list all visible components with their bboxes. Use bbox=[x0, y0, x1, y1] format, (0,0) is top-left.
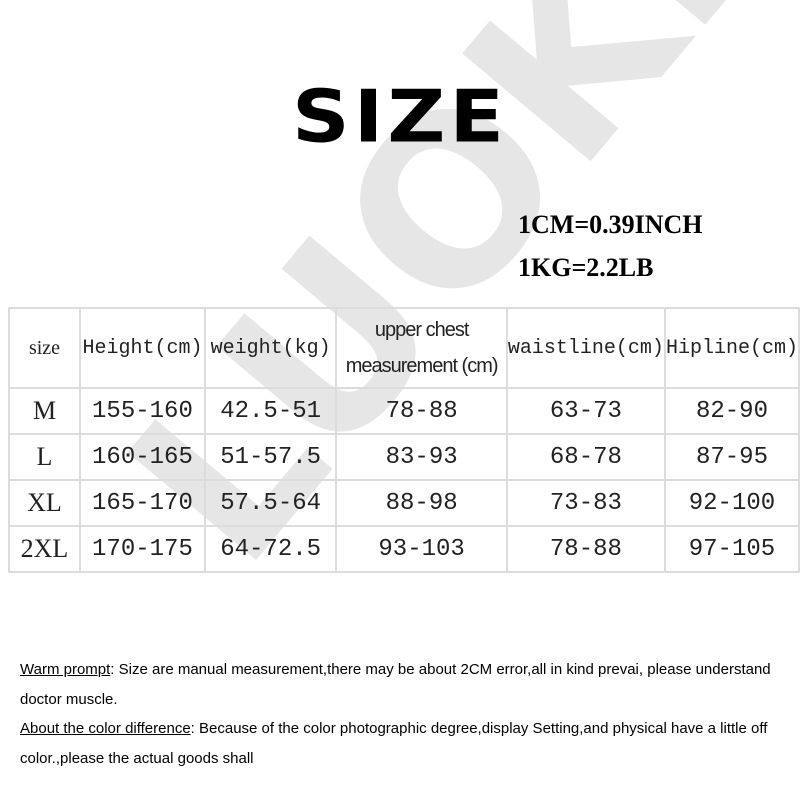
table-cell: 155-160 bbox=[79, 387, 206, 435]
table-cell: XL bbox=[8, 479, 81, 527]
note-label: Warm prompt bbox=[20, 661, 111, 678]
table-cell: 64-72.5 bbox=[203, 525, 338, 573]
table-cell: M bbox=[8, 387, 81, 435]
table-cell: 82-90 bbox=[663, 387, 800, 435]
conversion-kg-lb: 1KG=2.2LB bbox=[518, 253, 654, 282]
note-text: : Because of the color photographic degr… bbox=[20, 720, 768, 767]
header-hipline: Hipline(cm) bbox=[663, 307, 800, 389]
notes: Warm prompt: Size are manual measurement… bbox=[20, 655, 790, 773]
table-cell: 73-83 bbox=[505, 479, 666, 527]
header-waistline: waistline(cm) bbox=[505, 307, 666, 389]
table-cell: 57.5-64 bbox=[203, 479, 338, 527]
table-cell: 2XL bbox=[8, 525, 81, 573]
table-cell: 51-57.5 bbox=[203, 433, 338, 481]
header-size: size bbox=[8, 307, 81, 389]
conversion-cm-inch: 1CM=0.39INCH bbox=[518, 210, 703, 239]
table-cell: L bbox=[8, 433, 81, 481]
table-cell: 88-98 bbox=[335, 479, 508, 527]
table-cell: 170-175 bbox=[79, 525, 206, 573]
table-cell: 42.5-51 bbox=[203, 387, 338, 435]
table-cell: 78-88 bbox=[505, 525, 666, 573]
table-cell: 83-93 bbox=[335, 433, 508, 481]
table-cell: 92-100 bbox=[663, 479, 800, 527]
table-cell: 160-165 bbox=[79, 433, 206, 481]
note-color-difference: About the color difference: Because of t… bbox=[20, 714, 790, 773]
size-table: size Height(cm) weight(kg) upper chest m… bbox=[8, 307, 800, 573]
table-cell: 63-73 bbox=[505, 387, 666, 435]
note-text: : Size are manual measurement,there may … bbox=[20, 661, 771, 708]
header-weight: weight(kg) bbox=[203, 307, 338, 389]
table-cell: 78-88 bbox=[335, 387, 508, 435]
page-title: SIZE bbox=[291, 74, 509, 159]
table-cell: 93-103 bbox=[335, 525, 508, 573]
header-upper-chest: upper chest measurement (cm) bbox=[335, 307, 508, 389]
table-cell: 87-95 bbox=[663, 433, 800, 481]
table-cell: 97-105 bbox=[663, 525, 800, 573]
table-row: 2XL 170-175 64-72.5 93-103 78-88 97-105 bbox=[8, 525, 800, 573]
table-row: L 160-165 51-57.5 83-93 68-78 87-95 bbox=[8, 433, 800, 481]
table-row: XL 165-170 57.5-64 88-98 73-83 92-100 bbox=[8, 479, 800, 527]
table-row: M 155-160 42.5-51 78-88 63-73 82-90 bbox=[8, 387, 800, 435]
table-cell: 165-170 bbox=[79, 479, 206, 527]
note-warm-prompt: Warm prompt: Size are manual measurement… bbox=[20, 655, 790, 714]
header-height: Height(cm) bbox=[79, 307, 206, 389]
table-cell: 68-78 bbox=[505, 433, 666, 481]
table-header-row: size Height(cm) weight(kg) upper chest m… bbox=[8, 307, 800, 389]
note-label: About the color difference bbox=[20, 720, 191, 737]
